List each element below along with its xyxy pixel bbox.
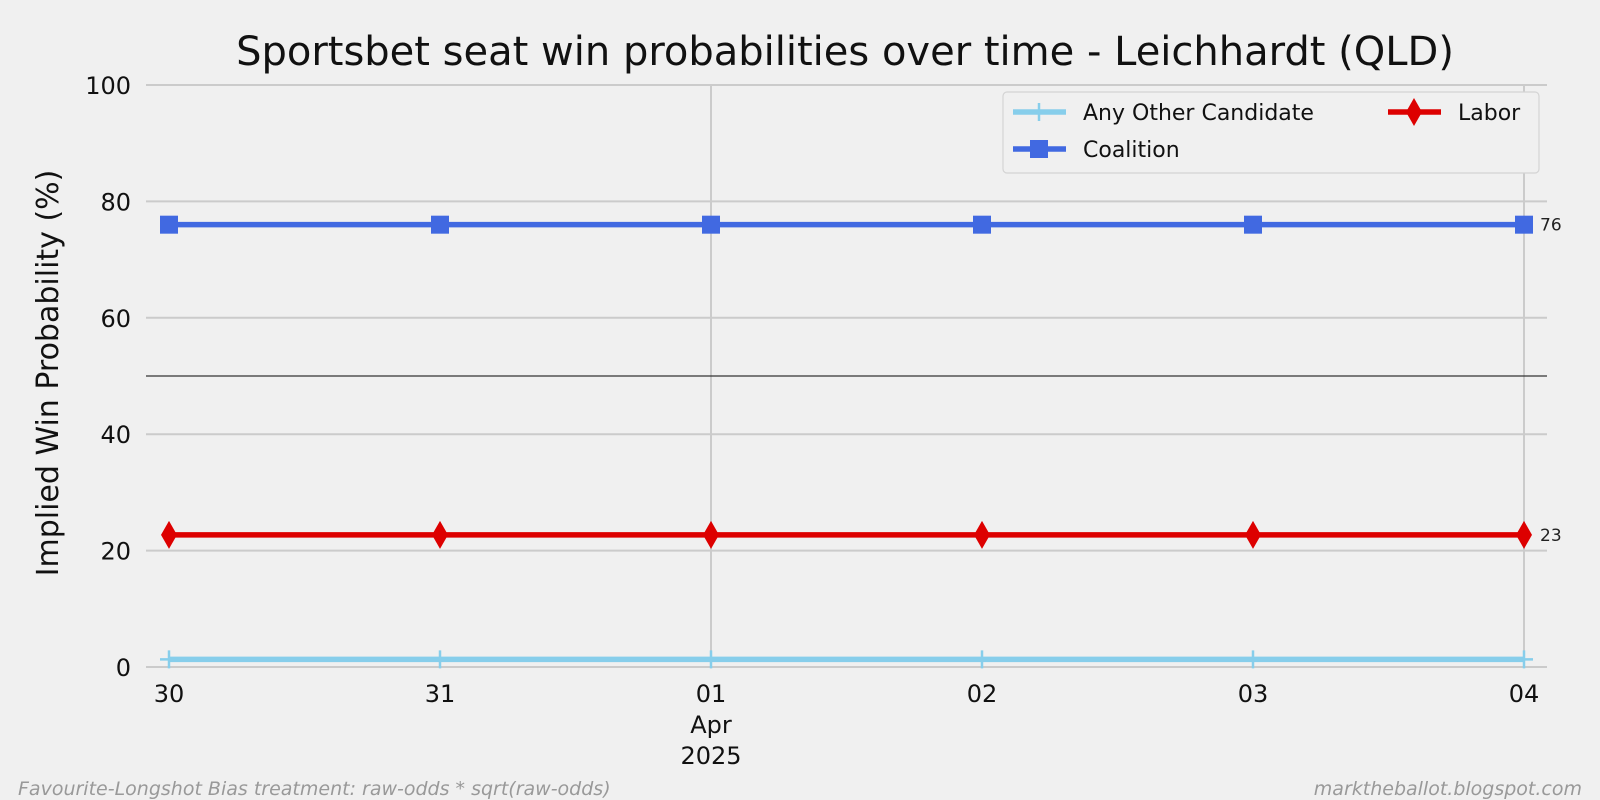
axis-ticks: 0 20 40 60 80 100 30 31 01 02 03 04 Apr 2025 xyxy=(85,72,1539,770)
data-point-labor xyxy=(974,520,990,549)
data-point-coalition xyxy=(1515,215,1533,234)
y-axis-label: Implied Win Probability (%) xyxy=(31,170,66,577)
x-tick-label: 31 xyxy=(425,680,456,708)
y-tick-label: 100 xyxy=(85,72,131,100)
x-tick-label: 01 xyxy=(696,680,727,708)
data-point-coalition xyxy=(1244,215,1262,234)
y-tick-label: 0 xyxy=(116,654,131,682)
series-lines: 76 23 xyxy=(160,215,1562,669)
footer-right: marktheballot.blogspot.com xyxy=(1314,778,1582,800)
data-point-labor xyxy=(703,520,719,549)
legend-marker-any-other-candidate xyxy=(1030,103,1048,121)
series-coalition: 76 xyxy=(160,215,1562,236)
x-tick-label: 03 xyxy=(1238,680,1269,708)
x-tick-label: 02 xyxy=(967,680,998,708)
x-month-label: Apr xyxy=(690,711,732,739)
y-tick-label: 80 xyxy=(100,188,131,216)
legend-marker-coalition xyxy=(1030,140,1048,158)
legend-label-labor: Labor xyxy=(1458,101,1521,126)
data-point-labor xyxy=(1516,520,1532,549)
data-point-labor xyxy=(161,520,177,549)
x-tick-label: 30 xyxy=(154,680,185,708)
data-point-coalition xyxy=(431,215,449,234)
y-tick-label: 40 xyxy=(100,421,131,449)
x-tick-label: 04 xyxy=(1509,680,1540,708)
legend-label-coalition: Coalition xyxy=(1083,138,1180,163)
data-point-coalition xyxy=(973,215,991,234)
data-point-any-other-candidate xyxy=(160,650,178,669)
data-point-coalition xyxy=(160,215,178,234)
legend-label-any-other-candidate: Any Other Candidate xyxy=(1083,101,1314,126)
data-point-labor xyxy=(432,520,448,549)
series-labor: 23 xyxy=(161,520,1562,549)
data-point-any-other-candidate xyxy=(431,650,449,669)
legend: Any Other Candidate Coalition Labor xyxy=(1002,91,1540,174)
end-label-coalition: 76 xyxy=(1540,216,1562,236)
legend-marker-labor xyxy=(1406,98,1422,126)
chart-title: Sportsbet seat win probabilities over ti… xyxy=(236,29,1454,75)
data-point-labor xyxy=(1245,520,1261,549)
footer-left: Favourite-Longshot Bias treatment: raw-o… xyxy=(18,778,611,800)
data-point-any-other-candidate xyxy=(1244,650,1262,669)
gridlines xyxy=(146,84,1547,668)
y-tick-label: 20 xyxy=(100,538,131,566)
series-any-other-candidate xyxy=(160,650,1533,669)
data-point-any-other-candidate xyxy=(973,650,991,669)
data-point-any-other-candidate xyxy=(702,650,720,669)
data-point-any-other-candidate xyxy=(1515,650,1533,669)
data-point-coalition xyxy=(702,215,720,234)
y-tick-label: 60 xyxy=(100,305,131,333)
end-label-labor: 23 xyxy=(1540,526,1562,546)
x-year-label: 2025 xyxy=(680,742,741,770)
